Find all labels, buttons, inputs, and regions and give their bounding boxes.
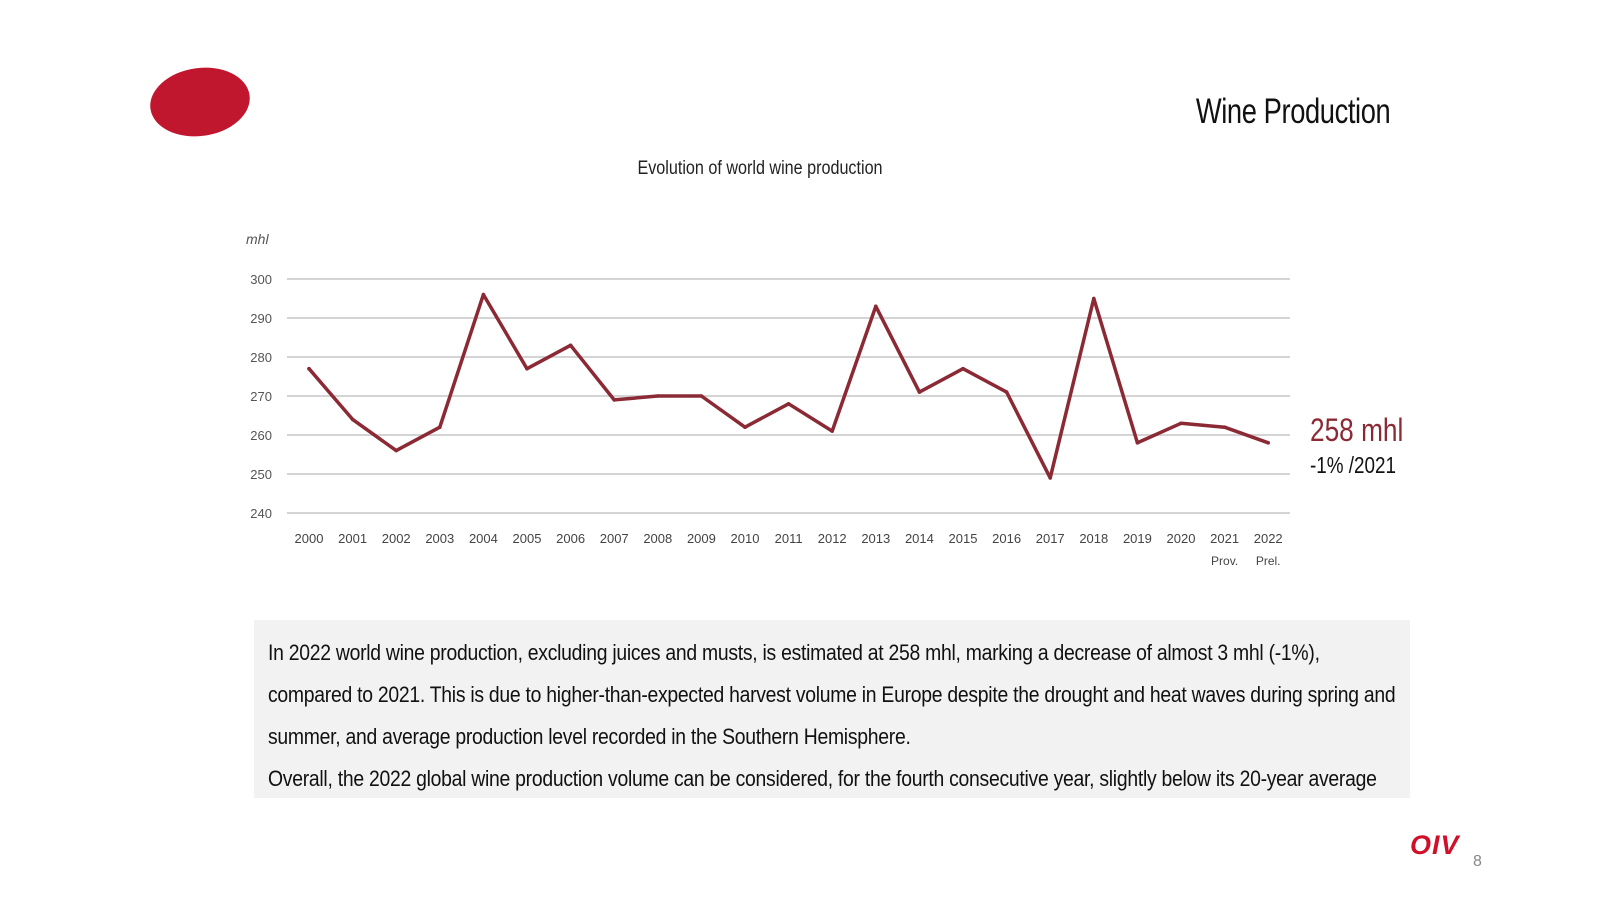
data-point-2022 — [1266, 441, 1270, 445]
summary-paragraph-2: Overall, the 2022 global wine production… — [268, 766, 1377, 791]
page-title: Wine Production — [1195, 92, 1391, 131]
x-tick-note: Prel. — [1256, 554, 1281, 568]
x-tick-label: 2005 — [513, 531, 542, 546]
x-tick-label: 2016 — [992, 531, 1021, 546]
data-point-2008 — [656, 394, 660, 398]
summary-paragraph-1: In 2022 world wine production, excluding… — [268, 640, 1396, 749]
x-tick-label: 2009 — [687, 531, 716, 546]
data-point-2005 — [525, 366, 529, 371]
x-tick-label: 2014 — [905, 531, 934, 546]
x-tick-label: 2000 — [295, 531, 324, 546]
data-point-2010 — [743, 425, 747, 430]
y-tick-label: 290 — [250, 311, 272, 326]
data-point-2018 — [1092, 296, 1096, 301]
page-number: 8 — [1473, 853, 1482, 870]
x-tick-label: 2008 — [643, 531, 672, 546]
x-tick-note: Prov. — [1211, 554, 1238, 568]
x-tick-label: 2003 — [425, 531, 454, 546]
summary-text-box: In 2022 world wine production, excluding… — [254, 620, 1410, 798]
line-chart: mhl 240 250 260 270 280 290 300 2000 2001 2002 2003… — [246, 231, 1290, 568]
y-tick-label: 280 — [250, 350, 272, 365]
x-tick-label: 2018 — [1079, 531, 1108, 546]
y-axis-unit-label: mhl — [246, 231, 269, 247]
y-tick-label: 300 — [250, 272, 272, 287]
data-point-2012 — [830, 429, 834, 433]
data-point-2016 — [1004, 390, 1009, 394]
x-tick-label: 2015 — [949, 531, 978, 546]
data-point-2006 — [568, 343, 573, 348]
callout-change: -1% /2021 — [1310, 452, 1396, 478]
data-point-2020 — [1179, 421, 1183, 426]
series-line-world-production — [307, 292, 1270, 480]
data-point-2002 — [394, 448, 399, 453]
data-point-2014 — [917, 390, 922, 394]
x-tick-label: 2021 — [1210, 531, 1239, 546]
data-point-2017 — [1048, 476, 1052, 480]
data-point-2003 — [438, 425, 442, 430]
y-tick-label: 270 — [250, 389, 272, 404]
data-point-2015 — [961, 366, 965, 371]
y-tick-label: 250 — [250, 467, 272, 482]
x-tick-label: 2013 — [861, 531, 890, 546]
x-tick-label: 2020 — [1167, 531, 1196, 546]
y-tick-label: 260 — [250, 428, 272, 443]
data-point-2021 — [1222, 425, 1227, 430]
data-point-2000 — [307, 366, 311, 371]
data-point-2013 — [874, 304, 878, 309]
data-point-2001 — [350, 417, 355, 422]
x-tick-label: 2017 — [1036, 531, 1065, 546]
x-tick-label: 2012 — [818, 531, 847, 546]
x-tick-label: 2007 — [600, 531, 629, 546]
data-point-2007 — [612, 398, 616, 402]
x-tick-label: 2004 — [469, 531, 498, 546]
oiv-logo: OIV — [1410, 830, 1460, 860]
chart-svg: mhl 240 250 260 270 280 290 300 2000 2001 2002 2003… — [246, 231, 1290, 568]
x-tick-label: 2022 — [1254, 531, 1283, 546]
data-point-2011 — [786, 402, 791, 406]
chart-title: Evolution of world wine production — [637, 158, 883, 179]
y-tick-label: 240 — [250, 506, 272, 521]
x-tick-label: 2002 — [382, 531, 411, 546]
x-tick-label: 2001 — [338, 531, 367, 546]
x-tick-label: 2019 — [1123, 531, 1152, 546]
callout-value: 258 mhl — [1310, 412, 1404, 448]
x-tick-label: 2010 — [731, 531, 760, 546]
data-point-2009 — [699, 394, 704, 398]
data-point-2004 — [481, 292, 486, 297]
x-tick-label: 2011 — [775, 531, 803, 546]
data-point-2019 — [1135, 441, 1140, 445]
x-tick-label: 2006 — [556, 531, 585, 546]
